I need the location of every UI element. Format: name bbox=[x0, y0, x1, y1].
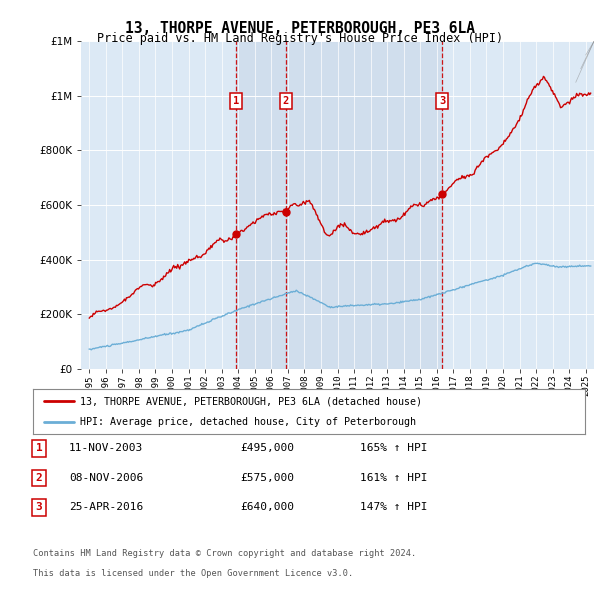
Text: Contains HM Land Registry data © Crown copyright and database right 2024.: Contains HM Land Registry data © Crown c… bbox=[33, 549, 416, 558]
Text: 2: 2 bbox=[35, 473, 43, 483]
Text: HPI: Average price, detached house, City of Peterborough: HPI: Average price, detached house, City… bbox=[80, 417, 416, 427]
Text: 147% ↑ HPI: 147% ↑ HPI bbox=[360, 503, 427, 512]
Text: £640,000: £640,000 bbox=[240, 503, 294, 512]
Text: This data is licensed under the Open Government Licence v3.0.: This data is licensed under the Open Gov… bbox=[33, 569, 353, 578]
Text: £575,000: £575,000 bbox=[240, 473, 294, 483]
Bar bbox=[236, 41, 286, 369]
Text: 1: 1 bbox=[35, 444, 43, 453]
Bar bbox=[286, 41, 442, 369]
Text: 13, THORPE AVENUE, PETERBOROUGH, PE3 6LA (detached house): 13, THORPE AVENUE, PETERBOROUGH, PE3 6LA… bbox=[80, 396, 422, 407]
Text: 3: 3 bbox=[439, 96, 445, 106]
Text: 165% ↑ HPI: 165% ↑ HPI bbox=[360, 444, 427, 453]
Text: Price paid vs. HM Land Registry's House Price Index (HPI): Price paid vs. HM Land Registry's House … bbox=[97, 32, 503, 45]
Text: 25-APR-2016: 25-APR-2016 bbox=[69, 503, 143, 512]
Text: £495,000: £495,000 bbox=[240, 444, 294, 453]
Text: 1: 1 bbox=[233, 96, 239, 106]
Text: 3: 3 bbox=[35, 503, 43, 512]
Text: 2: 2 bbox=[283, 96, 289, 106]
Text: 161% ↑ HPI: 161% ↑ HPI bbox=[360, 473, 427, 483]
Text: 11-NOV-2003: 11-NOV-2003 bbox=[69, 444, 143, 453]
Text: 08-NOV-2006: 08-NOV-2006 bbox=[69, 473, 143, 483]
Text: 13, THORPE AVENUE, PETERBOROUGH, PE3 6LA: 13, THORPE AVENUE, PETERBOROUGH, PE3 6LA bbox=[125, 21, 475, 35]
